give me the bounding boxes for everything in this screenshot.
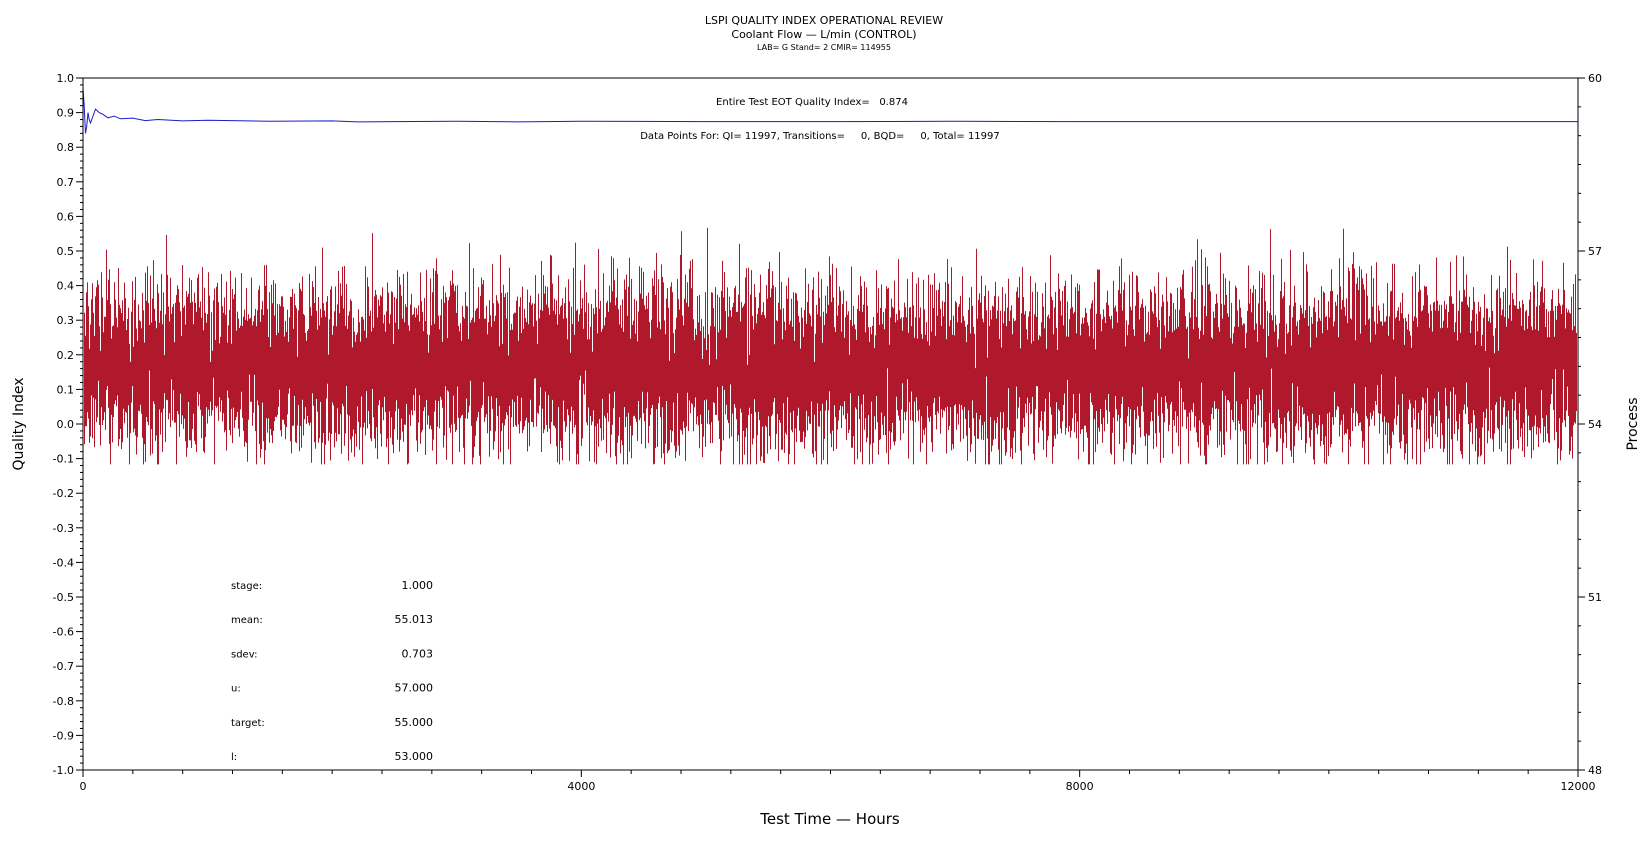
process-trace [458, 227, 832, 465]
stat-label: mean: [231, 615, 263, 626]
y2-tick-label: 48 [1588, 764, 1602, 777]
x-tick-label: 8000 [1066, 780, 1094, 793]
stat-value: 53.000 [395, 750, 434, 763]
stat-label: target: [231, 718, 265, 729]
stat-value: 55.013 [395, 613, 434, 626]
x-tick-label: 12000 [1561, 780, 1596, 793]
y-tick-label: 1.0 [57, 72, 75, 85]
eot-quality-index-annotation: Entire Test EOT Quality Index= 0.874 [716, 97, 908, 108]
y-tick-label: -0.9 [53, 729, 74, 742]
chart-subtitle-2: LAB= G Stand= 2 CMIR= 114955 [757, 43, 891, 52]
y-tick-label: 0.1 [57, 383, 75, 396]
stat-label: sdev: [231, 649, 257, 660]
process-trace [1206, 228, 1577, 465]
y-tick-label: 0.8 [57, 141, 75, 154]
y-tick-label: 0.9 [57, 107, 75, 120]
y-tick-label: -1.0 [53, 764, 74, 777]
chart-title: LSPI QUALITY INDEX OPERATIONAL REVIEW [704, 14, 944, 27]
y-tick-label: -0.1 [53, 453, 74, 466]
y-tick-label: -0.8 [53, 695, 74, 708]
stat-value: 57.000 [395, 682, 434, 695]
stats-panel: stage: 1.000 mean: 55.013 sdev: 0.703 u: 57.000… [231, 579, 433, 763]
y2-tick-label: 54 [1588, 418, 1602, 431]
stat-label: u: [231, 684, 241, 695]
y-axis-label: Quality Index [11, 377, 27, 470]
y-tick-label: -0.7 [53, 660, 74, 673]
y-tick-label: 0.7 [57, 176, 75, 189]
x-axis-label: Test Time — Hours [759, 810, 900, 828]
x-tick-label: 0 [80, 780, 87, 793]
y-tick-label: -0.6 [53, 626, 74, 639]
chart-subtitle: Coolant Flow — L/min (CONTROL) [731, 28, 917, 41]
x-tick-label: 4000 [567, 780, 595, 793]
stat-value: 55.000 [395, 716, 434, 729]
quality-index-series [82, 88, 1578, 134]
y-tick-label: -0.3 [53, 522, 74, 535]
y-tick-label: 0.5 [57, 245, 75, 258]
stat-label: l: [231, 752, 237, 763]
y2-tick-label: 57 [1588, 245, 1602, 258]
y-tick-label: -0.5 [53, 591, 74, 604]
y-tick-label: 0.4 [57, 280, 75, 293]
process-trace [84, 233, 458, 465]
y2-tick-label: 60 [1588, 72, 1602, 85]
data-points-annotation: Data Points For: QI= 11997, Transitions=… [640, 131, 1000, 142]
process-trace [832, 239, 1206, 465]
y-tick-label: 0.6 [57, 210, 75, 223]
y2-tick-label: 51 [1588, 591, 1602, 604]
process-series [84, 227, 1577, 465]
y-tick-label: 0.2 [57, 349, 75, 362]
stat-value: 1.000 [402, 579, 434, 592]
axes: 1.0 0.9 0.8 0.7 0.6 0.5 0.4 0.3 0.2 0.1 0.0 -0.1 -0.… [53, 72, 1602, 793]
y-tick-label: 0.0 [57, 418, 75, 431]
y2-axis-label: Process [1625, 397, 1641, 450]
stat-label: stage: [231, 581, 262, 592]
stat-value: 0.703 [402, 647, 434, 660]
y-tick-label: -0.4 [53, 556, 74, 569]
y-tick-label: -0.2 [53, 487, 74, 500]
y-tick-label: 0.3 [57, 314, 75, 327]
